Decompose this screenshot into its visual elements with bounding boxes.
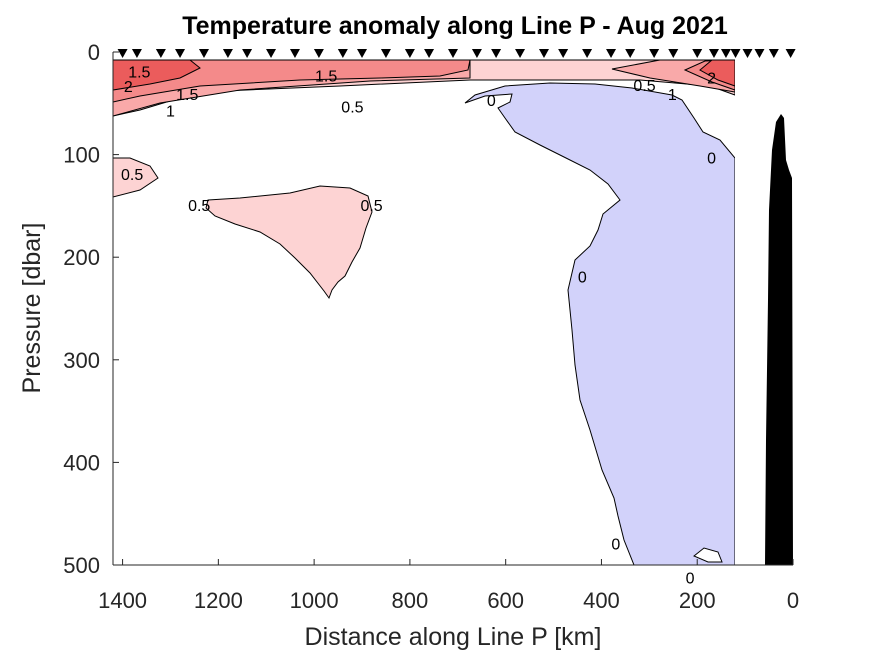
contour-label: 0 bbox=[611, 536, 620, 553]
station-marker bbox=[242, 49, 253, 58]
contour-label: 0.5 bbox=[633, 78, 655, 95]
station-marker bbox=[785, 49, 796, 58]
x-tick-label: 1200 bbox=[194, 588, 243, 613]
contour-label: 0.5 bbox=[121, 167, 143, 184]
station-marker bbox=[289, 49, 300, 58]
region-anomaly-1.5 bbox=[112, 59, 471, 103]
y-axis-label: Pressure [dbar] bbox=[18, 223, 46, 394]
station-marker bbox=[424, 49, 435, 58]
y-tick-label: 100 bbox=[63, 143, 100, 168]
station-marker bbox=[266, 49, 277, 58]
station-marker bbox=[582, 49, 593, 58]
station-marker bbox=[404, 49, 415, 58]
station-marker bbox=[313, 49, 324, 58]
contour-label: 0 bbox=[707, 151, 716, 168]
contour-label: 1.5 bbox=[315, 69, 337, 86]
station-marker bbox=[175, 49, 186, 58]
y-tick-label: 200 bbox=[63, 245, 100, 270]
x-tick-label: 1000 bbox=[290, 588, 339, 613]
contour-label: 1 bbox=[166, 104, 175, 121]
tick-layer: 1400 1200 1000 800 600 400 200 0010020030040050… bbox=[63, 40, 799, 613]
station-marker bbox=[471, 49, 482, 58]
station-marker bbox=[337, 49, 348, 58]
y-tick-label: 300 bbox=[63, 348, 100, 373]
station-marker-layer bbox=[117, 49, 796, 58]
station-marker bbox=[357, 49, 368, 58]
station-marker bbox=[131, 49, 142, 58]
region-anomaly-0.5-subsurface-blob bbox=[205, 185, 373, 300]
station-marker bbox=[515, 49, 526, 58]
contour-label: 1.5 bbox=[176, 87, 198, 104]
station-marker bbox=[558, 49, 569, 58]
station-marker bbox=[117, 49, 128, 58]
contour-fill-layer bbox=[112, 52, 793, 566]
station-marker bbox=[155, 49, 166, 58]
x-axis-label: Distance along Line P [km] bbox=[305, 623, 602, 651]
station-marker bbox=[692, 49, 703, 58]
y-tick-label: 0 bbox=[88, 40, 100, 65]
station-marker bbox=[625, 49, 636, 58]
contour-label: 1.5 bbox=[128, 65, 150, 82]
contour-label: 2 bbox=[707, 71, 716, 88]
station-marker bbox=[708, 49, 719, 58]
x-tick-label: 1400 bbox=[98, 588, 147, 613]
contour-label: 0.5 bbox=[360, 198, 382, 215]
station-marker bbox=[222, 49, 233, 58]
station-marker bbox=[448, 49, 458, 58]
station-marker bbox=[742, 49, 753, 58]
station-marker bbox=[491, 49, 502, 58]
station-marker bbox=[380, 49, 391, 58]
contour-label: 0.5 bbox=[188, 198, 210, 215]
y-tick-label: 500 bbox=[63, 553, 100, 578]
station-marker bbox=[720, 49, 731, 58]
station-marker bbox=[754, 49, 765, 58]
station-marker bbox=[768, 49, 779, 58]
region-anomaly-neg-0.5 bbox=[464, 82, 736, 566]
y-tick-label: 400 bbox=[63, 450, 100, 475]
station-marker bbox=[198, 49, 209, 58]
station-marker bbox=[538, 49, 549, 58]
x-tick-label: 800 bbox=[392, 588, 429, 613]
station-marker bbox=[649, 49, 660, 58]
contour-label: 2 bbox=[124, 79, 133, 96]
station-marker bbox=[606, 49, 617, 58]
axes bbox=[112, 52, 793, 566]
contour-label: 0 bbox=[487, 93, 496, 110]
contour-label: 0.5 bbox=[341, 99, 363, 116]
x-tick-label: 200 bbox=[679, 588, 716, 613]
station-marker bbox=[668, 49, 679, 58]
contour-label: 0 bbox=[686, 570, 695, 587]
x-tick-label: 0 bbox=[787, 588, 799, 613]
x-tick-label: 600 bbox=[487, 588, 524, 613]
x-tick-label: 400 bbox=[583, 588, 620, 613]
topography bbox=[765, 114, 793, 565]
contour-label: 1 bbox=[668, 87, 677, 104]
chart-title: Temperature anomaly along Line P - Aug 2… bbox=[182, 12, 728, 40]
region-anomaly-neg-0.5-bottom bbox=[693, 547, 723, 563]
contour-label: 0 bbox=[578, 270, 587, 287]
station-marker bbox=[730, 49, 741, 58]
